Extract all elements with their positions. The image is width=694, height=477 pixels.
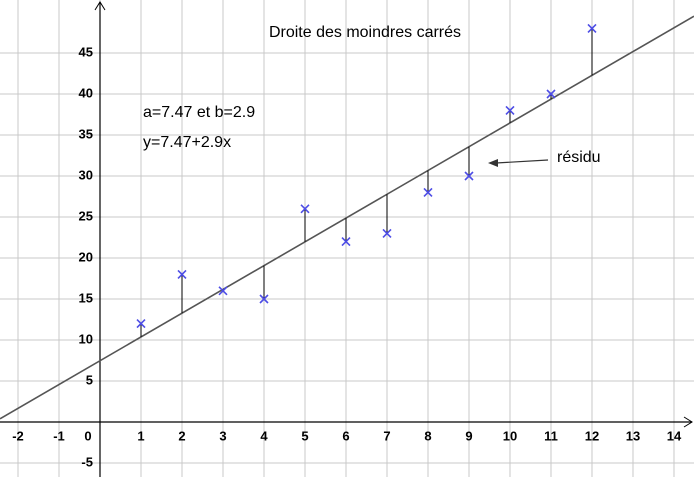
annotation-arrow [495,159,549,164]
annotation: résidu [557,149,601,166]
y-tick-label: 40 [79,85,93,100]
y-axis-arrow [94,1,106,11]
annotation: a=7.47 et b=2.9 [143,104,255,121]
x-tick-label: 6 [342,428,349,443]
x-tick-label: 3 [219,428,226,443]
x-tick-label: 8 [424,428,431,443]
point [587,23,597,33]
chart-title: Droite des moindres carrés [269,24,461,41]
y-tick-label: 10 [79,331,93,346]
x-tick-label: 11 [544,428,558,443]
point [300,204,310,214]
x-tick-label: 10 [503,428,517,443]
y-tick-label: -5 [81,454,93,469]
x-tick-label: 7 [383,428,390,443]
point [136,319,146,329]
x-tick-label: 0 [84,428,91,443]
y-tick-label: 25 [79,208,93,223]
point [464,171,474,181]
y-tick-label: 5 [86,372,93,387]
x-tick-label: -2 [12,428,24,443]
x-tick-label: 14 [667,428,682,443]
annotation: y=7.47+2.9x [143,134,231,151]
x-axis-arrow [683,416,693,428]
point [546,89,556,99]
arrow-head [488,159,498,167]
y-tick-label: 30 [79,167,93,182]
point [382,228,392,238]
x-tick-label: -1 [53,428,65,443]
x-tick-label: 13 [626,428,640,443]
point [177,269,187,279]
x-tick-label: 12 [585,428,599,443]
fit-line [0,15,694,420]
y-tick-label: 35 [79,126,93,141]
point [218,286,228,296]
y-tick-label: 15 [79,290,93,305]
point [259,294,269,304]
y-tick-label: 45 [79,44,93,59]
point [423,187,433,197]
point [505,105,515,115]
x-tick-label: 9 [465,428,472,443]
x-tick-label: 5 [301,428,308,443]
x-tick-label: 4 [260,428,268,443]
x-tick-label: 2 [178,428,185,443]
x-tick-label: 1 [137,428,144,443]
y-tick-label: 20 [79,249,93,264]
point [341,237,351,247]
